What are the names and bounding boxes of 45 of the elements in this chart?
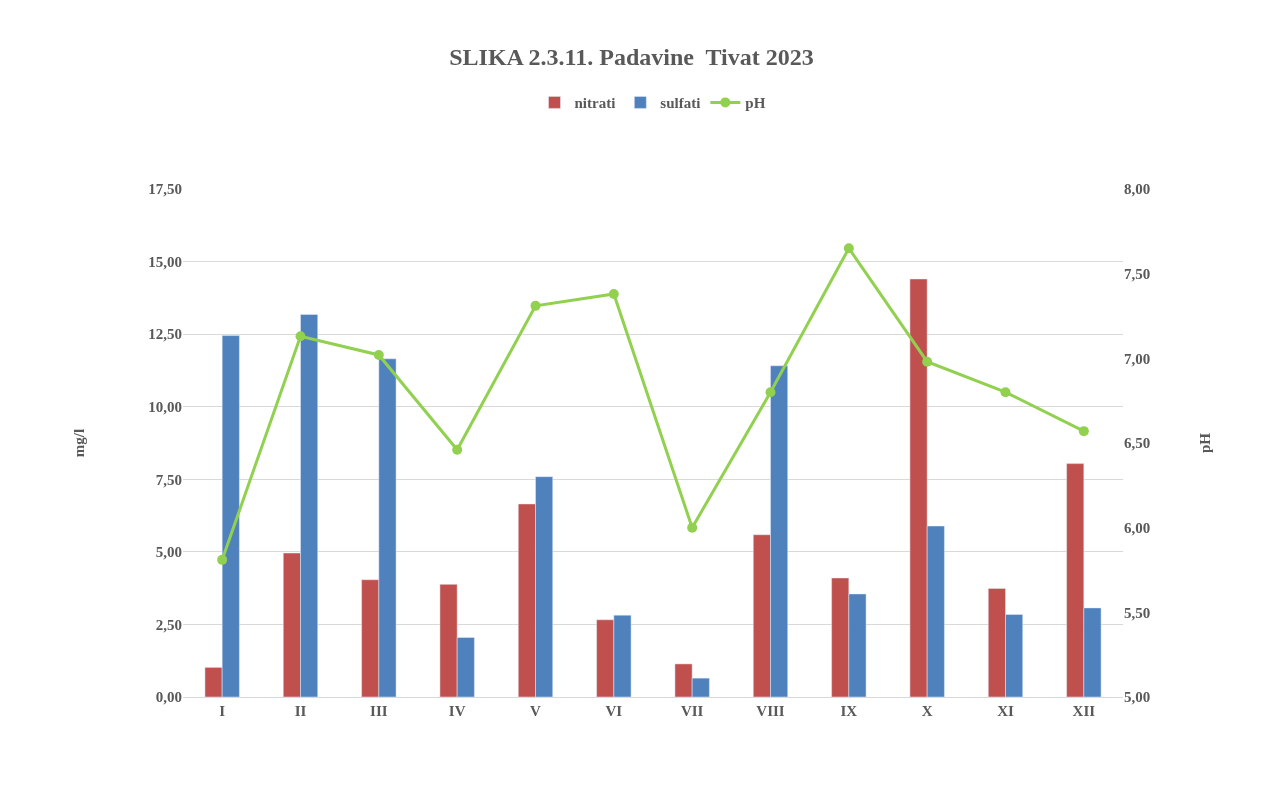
legend-label: nitrati bbox=[574, 95, 616, 112]
y-tick-label: 5,00 bbox=[155, 544, 182, 561]
y-tick-label: 7,50 bbox=[155, 471, 182, 488]
y2-tick-label: 7,50 bbox=[1124, 265, 1151, 282]
x-tick-label: VIII bbox=[756, 703, 785, 719]
y2-tick-label: 5,50 bbox=[1124, 604, 1151, 621]
x-tick-label: II bbox=[294, 703, 307, 719]
y-axis-title: mg/l bbox=[70, 428, 87, 458]
y2-axis-title: pH bbox=[1197, 432, 1214, 454]
point bbox=[922, 356, 933, 367]
point bbox=[765, 387, 776, 398]
y2-tick-label: 6,00 bbox=[1124, 519, 1151, 536]
legend-label: sulfati bbox=[660, 95, 701, 112]
x-tick-label: V bbox=[530, 703, 542, 719]
point bbox=[687, 522, 698, 533]
y2-tick-label: 6,50 bbox=[1124, 435, 1151, 452]
x-tick-label: III bbox=[370, 703, 388, 719]
y-tick-label: 17,50 bbox=[148, 181, 182, 198]
x-tick-label: XI bbox=[997, 703, 1014, 719]
y-tick-label: 2,50 bbox=[155, 616, 182, 633]
x-tick-label: X bbox=[921, 703, 933, 719]
y-tick-label: 12,50 bbox=[148, 326, 182, 343]
y2-tick-label: 7,00 bbox=[1124, 350, 1151, 367]
point bbox=[1000, 387, 1011, 398]
x-tick-label: I bbox=[219, 703, 226, 719]
y-tick-label: 0,00 bbox=[155, 689, 182, 706]
point bbox=[217, 554, 228, 565]
x-tick-label: IX bbox=[840, 703, 858, 719]
legend-label: pH bbox=[745, 95, 766, 112]
x-tick-label: VI bbox=[605, 703, 623, 719]
point bbox=[530, 300, 541, 311]
y2-tick-label: 8,00 bbox=[1124, 181, 1151, 198]
point bbox=[373, 349, 384, 360]
x-tick-label: XII bbox=[1072, 703, 1096, 719]
point bbox=[608, 288, 619, 299]
chart-title: SLIKA 2.3.11. Padavine Tivat 2023 bbox=[449, 43, 814, 70]
point bbox=[295, 331, 306, 342]
point bbox=[1078, 426, 1089, 437]
x-tick-label: VII bbox=[680, 703, 704, 719]
y-tick-label: 10,00 bbox=[148, 398, 182, 415]
y2-tick-label: 5,00 bbox=[1124, 689, 1151, 706]
x-tick-label: IV bbox=[448, 703, 466, 719]
y-tick-label: 15,00 bbox=[148, 253, 182, 270]
point bbox=[843, 243, 854, 254]
point bbox=[452, 444, 463, 455]
